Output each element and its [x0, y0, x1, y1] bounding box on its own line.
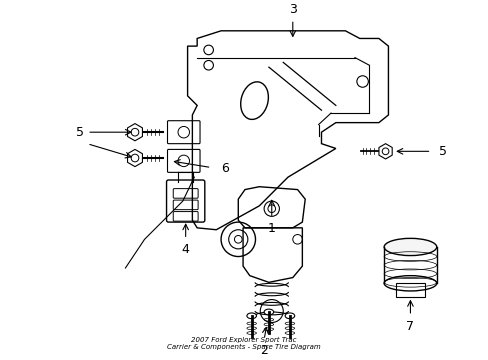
Text: 3: 3	[288, 3, 296, 15]
Text: 2: 2	[260, 343, 267, 356]
Text: 7: 7	[406, 320, 414, 333]
Text: 5: 5	[75, 126, 83, 139]
Ellipse shape	[264, 309, 273, 315]
Ellipse shape	[285, 313, 294, 319]
Ellipse shape	[384, 238, 436, 256]
Text: 1: 1	[267, 222, 275, 235]
Text: 4: 4	[182, 243, 189, 256]
Text: 2007 Ford Explorer Sport Trac
Carrier & Components - Spare Tire Diagram: 2007 Ford Explorer Sport Trac Carrier & …	[167, 337, 320, 350]
Text: 6: 6	[221, 162, 228, 175]
Text: 5: 5	[438, 145, 446, 158]
Ellipse shape	[246, 313, 256, 319]
